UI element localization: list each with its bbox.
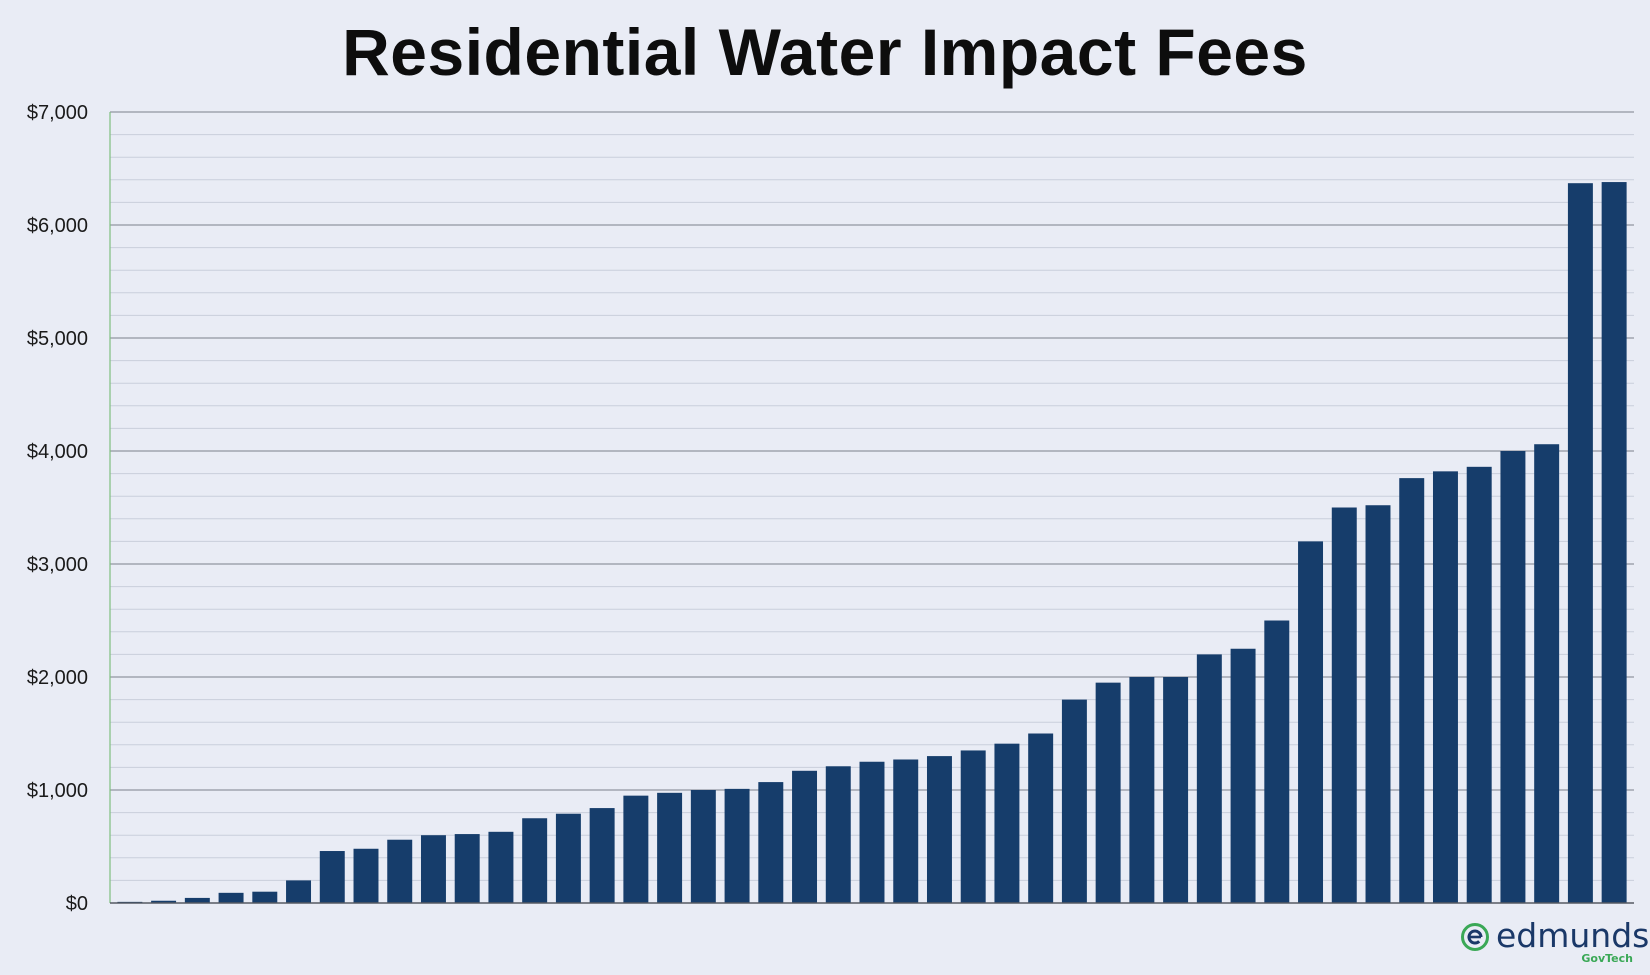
- bar: [1061, 699, 1087, 903]
- bar: [1534, 444, 1560, 903]
- bar: [623, 795, 649, 903]
- bar: [994, 743, 1020, 903]
- bar: [859, 761, 885, 903]
- logo-wordmark: edmunds: [1496, 916, 1650, 955]
- bar: [151, 900, 177, 903]
- bar: [893, 759, 919, 903]
- bar: [1196, 654, 1222, 903]
- bar: [1365, 505, 1391, 903]
- bar: [926, 756, 952, 903]
- bar: [1230, 648, 1256, 903]
- bar: [454, 834, 480, 903]
- bar: [1028, 733, 1054, 903]
- bar: [555, 813, 581, 903]
- bar: [825, 766, 851, 903]
- bar: [1095, 682, 1121, 903]
- bar: [758, 782, 784, 903]
- bar: [1298, 541, 1324, 903]
- y-axis-ticks: $0 $1,000 $2,000 $3,000 $4,000 $5,000 $6,000 $7…: [27, 102, 88, 915]
- bar: [1601, 182, 1627, 903]
- bar: [690, 790, 716, 903]
- bar: [589, 808, 615, 903]
- chart-title: Residential Water Impact Fees: [342, 15, 1308, 89]
- y-tick-label: $2,000: [27, 667, 88, 689]
- bar: [1264, 620, 1290, 903]
- bar: [1567, 183, 1593, 903]
- bar: [286, 880, 312, 903]
- y-tick-label: $1,000: [27, 780, 88, 802]
- bar: [387, 839, 413, 903]
- bar: [522, 818, 548, 903]
- bar: [657, 792, 683, 903]
- major-gridlines: [110, 111, 1634, 791]
- bar: [960, 750, 986, 903]
- y-tick-label: $0: [66, 893, 88, 915]
- bar: [488, 831, 514, 903]
- y-tick-label: $3,000: [27, 554, 88, 576]
- bar: [1399, 478, 1425, 903]
- y-tick-label: $5,000: [27, 328, 88, 350]
- bar: [1432, 471, 1458, 903]
- bar: [1163, 677, 1189, 903]
- bar: [1500, 451, 1526, 903]
- bar: [1466, 466, 1492, 903]
- bar: [792, 770, 818, 903]
- bars: [117, 182, 1627, 903]
- bar: [353, 848, 379, 903]
- bar: [1129, 677, 1155, 903]
- edmunds-e-icon: [1461, 923, 1489, 951]
- logo-subtitle: GovTech: [1581, 952, 1633, 965]
- bar: [218, 892, 244, 903]
- bar: [420, 835, 446, 903]
- bar: [1331, 507, 1357, 903]
- bar: [724, 788, 750, 903]
- bar: [319, 851, 345, 903]
- bar: [252, 891, 278, 903]
- y-tick-label: $7,000: [27, 102, 88, 124]
- bar: [184, 897, 210, 903]
- edmunds-logo: edmunds GovTech: [1460, 918, 1649, 965]
- y-tick-label: $4,000: [27, 441, 88, 463]
- y-tick-label: $6,000: [27, 215, 88, 237]
